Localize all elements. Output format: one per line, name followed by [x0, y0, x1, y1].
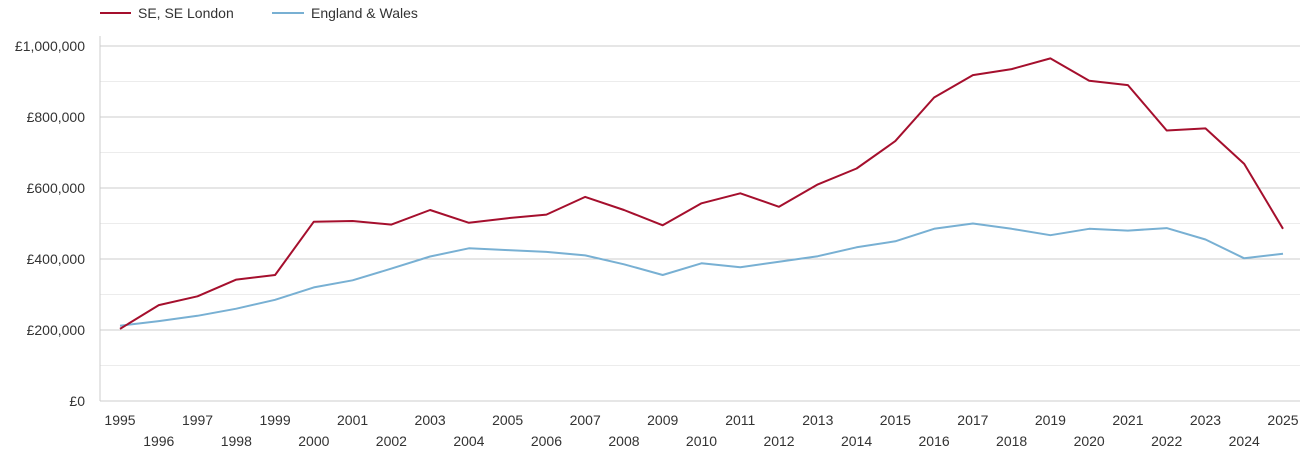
y-tick-label: £600,000	[27, 180, 86, 196]
y-tick-label: £400,000	[27, 251, 86, 267]
y-tick-label: £1,000,000	[15, 38, 85, 54]
x-tick-label: 2011	[725, 412, 755, 428]
x-tick-label: 2007	[570, 412, 601, 428]
y-tick-label: £800,000	[27, 109, 86, 125]
legend-item-se-london[interactable]: SE, SE London	[100, 5, 234, 21]
series-line-se-se-london	[119, 57, 1284, 330]
y-axis: £0 £200,000 £400,000 £600,000 £800,000 £1,000…	[15, 38, 85, 409]
x-tick-label: 2008	[608, 433, 639, 449]
x-tick-label: 2003	[415, 412, 446, 428]
x-tick-label: 2021	[1112, 412, 1143, 428]
x-tick-label: 2018	[996, 433, 1027, 449]
x-tick-label: 2024	[1229, 433, 1260, 449]
x-axis: 1995 1996 1997 1998 1999 2000 2001 2002 2003 2004…	[104, 412, 1298, 449]
x-tick-label: 2022	[1151, 433, 1182, 449]
legend-label-se-london: SE, SE London	[138, 5, 234, 21]
x-tick-label: 1996	[143, 433, 174, 449]
x-tick-label: 2015	[880, 412, 911, 428]
x-tick-label: 2025	[1267, 412, 1298, 428]
x-tick-label: 2012	[763, 433, 794, 449]
x-tick-label: 2023	[1190, 412, 1221, 428]
series-line-england-wales	[119, 222, 1284, 327]
x-tick-label: 2000	[298, 433, 329, 449]
x-tick-label: 1999	[259, 412, 290, 428]
x-tick-label: 2017	[957, 412, 988, 428]
legend: SE, SE London England & Wales	[100, 5, 418, 21]
legend-item-england-wales[interactable]: England & Wales	[272, 5, 418, 21]
x-tick-label: 2010	[686, 433, 717, 449]
legend-label-england-wales: England & Wales	[311, 5, 418, 21]
grid-lines	[99, 36, 1300, 402]
x-tick-label: 2014	[841, 433, 872, 449]
series-layer	[119, 57, 1284, 330]
x-tick-label: 2002	[376, 433, 407, 449]
x-tick-label: 2016	[919, 433, 950, 449]
y-tick-label: £0	[69, 393, 85, 409]
x-tick-label: 2009	[647, 412, 678, 428]
x-tick-label: 1995	[104, 412, 135, 428]
y-tick-label: £200,000	[27, 322, 86, 338]
x-tick-label: 2006	[531, 433, 562, 449]
x-tick-label: 2005	[492, 412, 523, 428]
x-tick-label: 2004	[453, 433, 484, 449]
x-tick-label: 1997	[182, 412, 213, 428]
x-tick-label: 1998	[221, 433, 252, 449]
x-tick-label: 2020	[1074, 433, 1105, 449]
x-tick-label: 2001	[337, 412, 368, 428]
x-tick-label: 2019	[1035, 412, 1066, 428]
x-tick-label: 2013	[802, 412, 833, 428]
